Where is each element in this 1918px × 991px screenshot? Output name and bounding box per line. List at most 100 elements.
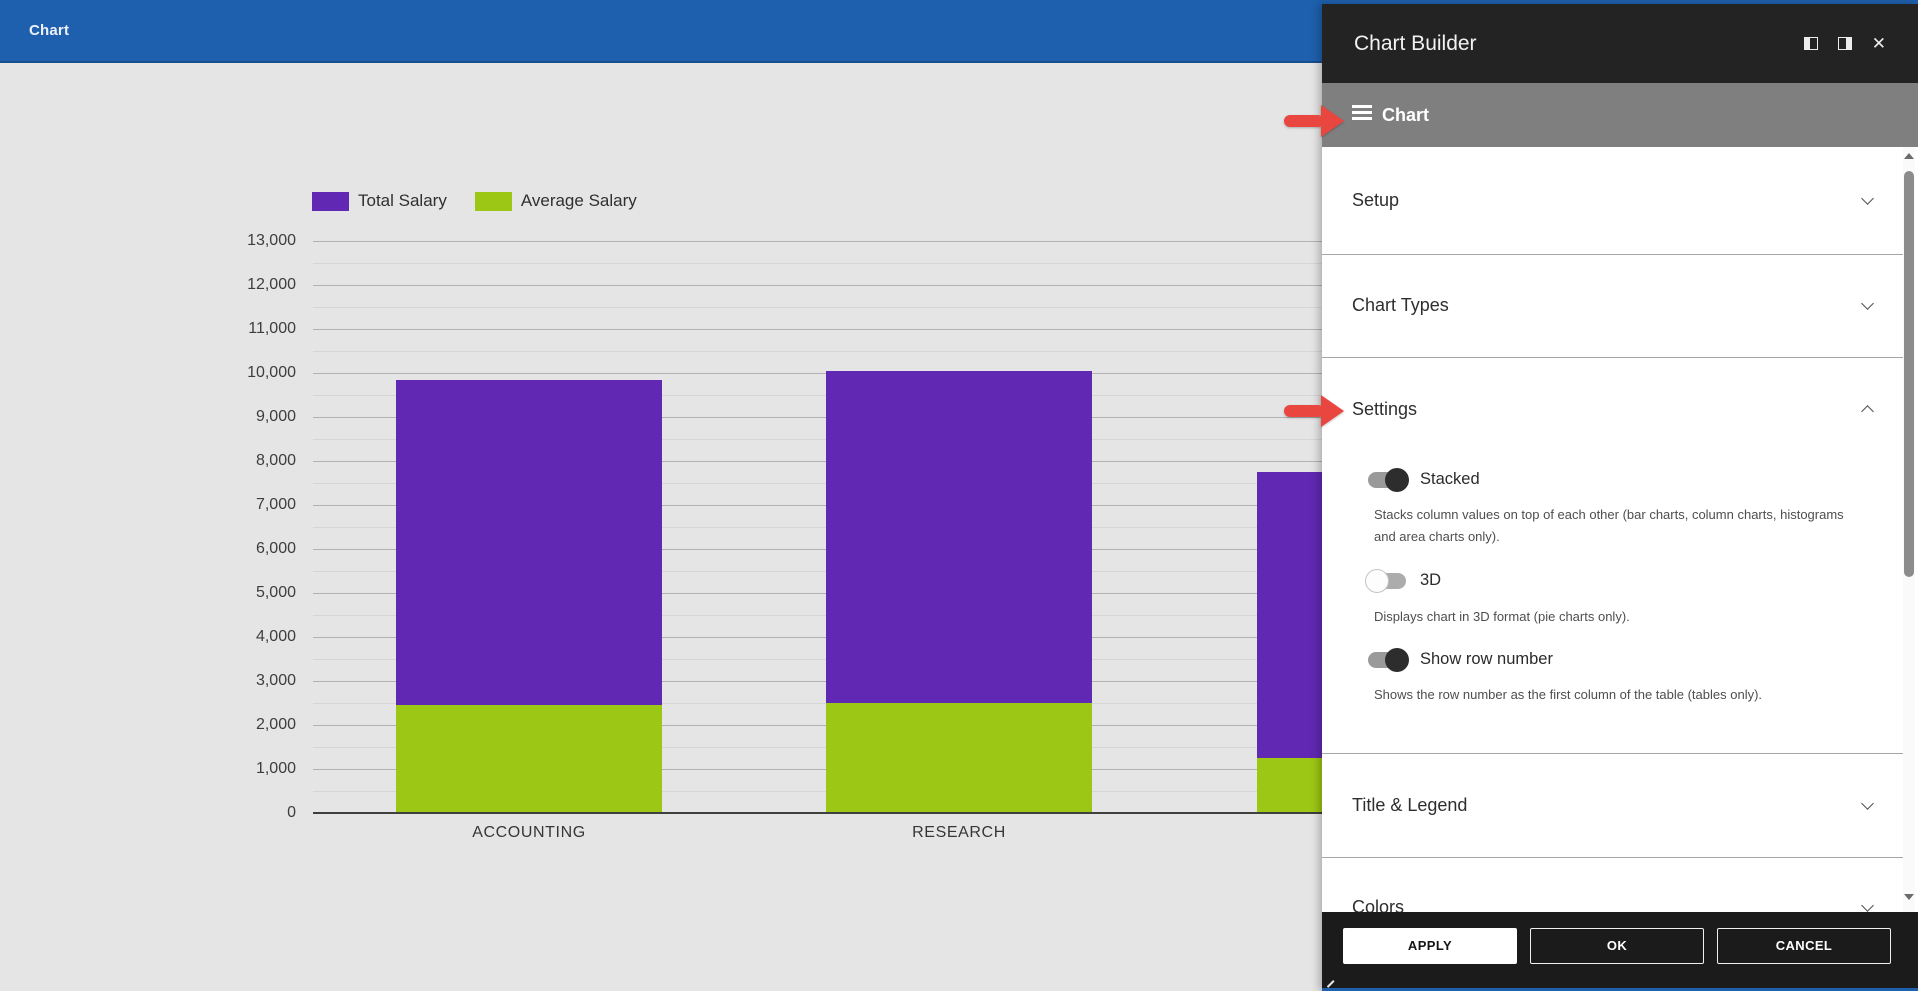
hamburger-icon (1352, 105, 1372, 124)
section-title-legend-label: Title & Legend (1352, 794, 1468, 815)
dock-left-icon[interactable] (1803, 37, 1818, 50)
chevron-down-icon (1861, 297, 1874, 310)
panel-title: Chart Builder (1354, 32, 1477, 55)
gridline-major (313, 461, 1322, 462)
divider (1322, 753, 1904, 754)
panel-header: Chart Builder ✕ (1322, 4, 1918, 83)
legend-swatch (312, 191, 349, 211)
section-settings[interactable]: Settings (1322, 379, 1904, 439)
divider (1322, 254, 1904, 255)
scroll-up-icon[interactable] (1904, 153, 1914, 159)
y-tick-label: 2,000 (255, 716, 296, 733)
y-tick-label: 0 (287, 804, 296, 821)
window-controls: ✕ (1803, 4, 1886, 83)
show-row-number-toggle[interactable] (1368, 647, 1409, 672)
gridline-minor (313, 439, 1322, 440)
gridline-minor (313, 571, 1322, 572)
x-category-label: RESEARCH (912, 824, 1006, 841)
gridline-major (313, 769, 1322, 770)
toggle-knob (1385, 467, 1409, 492)
panel-scrollbar[interactable] (1903, 147, 1915, 912)
gridline-major (313, 329, 1322, 330)
gridline-major (313, 637, 1322, 638)
3d-toggle-row[interactable]: 3D (1365, 568, 1442, 593)
chevron-up-icon (1861, 404, 1874, 418)
apply-button[interactable]: APPLY (1343, 928, 1517, 964)
gridline-major (313, 285, 1322, 286)
y-tick-label: 6,000 (255, 540, 296, 557)
section-setup[interactable]: Setup (1322, 147, 1904, 254)
section-title-legend[interactable]: Title & Legend (1322, 753, 1904, 857)
bar-segment-average-salary (396, 705, 662, 813)
y-tick-label: 3,000 (255, 672, 296, 689)
x-category-label: ACCOUNTING (472, 824, 586, 841)
divider (1322, 357, 1904, 358)
gridline-major (313, 593, 1322, 594)
gridline-major (313, 417, 1322, 418)
y-tick-label: 12,000 (247, 276, 296, 293)
panel-footer: APPLY OK CANCEL (1322, 912, 1918, 988)
gridline-minor (313, 791, 1322, 792)
section-colors[interactable]: Colors (1322, 857, 1904, 957)
chevron-down-icon (1861, 898, 1874, 912)
stacked-toggle[interactable] (1368, 467, 1409, 492)
gridline-minor (313, 615, 1322, 616)
x-axis-line (313, 812, 1322, 814)
gridline-minor (313, 483, 1322, 484)
legend-swatch (474, 191, 512, 211)
gridline-minor (313, 659, 1322, 660)
show-row-number-toggle-row[interactable]: Show row number (1368, 647, 1553, 672)
chart-menu-label: Chart (1382, 105, 1430, 125)
section-setup-label: Setup (1352, 190, 1400, 210)
bar-segment-average-salary (826, 703, 1092, 813)
y-tick-label: 4,000 (255, 628, 296, 645)
y-tick-label: 10,000 (247, 364, 296, 381)
y-tick-label: 9,000 (255, 408, 296, 425)
y-tick-label: 1,000 (255, 760, 296, 777)
y-tick-label: 11,000 (248, 320, 296, 337)
section-chart-types-label: Chart Types (1352, 295, 1449, 315)
gridline-major (313, 681, 1322, 682)
gridline-minor (313, 263, 1322, 264)
gridline-major (313, 505, 1322, 506)
scroll-down-icon[interactable] (1904, 894, 1914, 900)
dock-left-fill (1804, 38, 1810, 49)
show-row-number-toggle-label: Show row number (1420, 650, 1553, 668)
legend-label: Total Salary (358, 191, 447, 210)
3d-toggle-label: 3D (1420, 571, 1442, 589)
panel-bottom-edge (1322, 988, 1918, 991)
stacked-toggle-label: Stacked (1420, 470, 1480, 488)
3d-toggle[interactable] (1365, 568, 1406, 593)
y-tick-label: 13,000 (247, 232, 296, 249)
chart-menu-bar[interactable]: Chart (1322, 83, 1918, 147)
gridline-major (313, 373, 1322, 374)
gridline-major (313, 725, 1322, 726)
y-tick-label: 5,000 (255, 584, 296, 601)
stacked-toggle-row[interactable]: Stacked (1368, 467, 1480, 492)
dock-right-icon[interactable] (1837, 37, 1852, 50)
gridline-major (313, 549, 1322, 550)
ok-button[interactable]: OK (1530, 928, 1704, 964)
gridline-minor (313, 747, 1322, 748)
section-colors-label: Colors (1352, 896, 1405, 917)
chevron-down-icon (1861, 192, 1874, 205)
gridline-minor (313, 527, 1322, 528)
cancel-button[interactable]: CANCEL (1717, 928, 1891, 964)
legend-label: Average Salary (520, 191, 637, 210)
scrollbar-thumb[interactable] (1904, 171, 1914, 577)
resize-grip-icon (1326, 979, 1335, 987)
gridline-minor (313, 351, 1322, 352)
chart-builder-panel: Chart Builder ✕ Chart Setup Chart Types … (1322, 4, 1918, 991)
legend-item: Total Salary (312, 191, 447, 211)
y-tick-label: 8,000 (255, 452, 296, 469)
3d-toggle-description: Displays chart in 3D format (pie charts … (1374, 609, 1630, 624)
stacked-toggle-description: Stacks column values on top of each othe… (1374, 507, 1844, 544)
toggle-knob (1385, 647, 1409, 672)
section-chart-types[interactable]: Chart Types (1322, 254, 1904, 357)
chart-legend: Total Salary Average Salary (312, 191, 637, 211)
chevron-down-icon (1861, 796, 1874, 810)
gridline-minor (313, 703, 1322, 704)
close-icon[interactable]: ✕ (1871, 34, 1886, 53)
toggle-knob (1365, 568, 1389, 593)
